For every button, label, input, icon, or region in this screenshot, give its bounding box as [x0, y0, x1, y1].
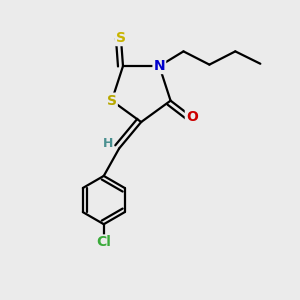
Text: S: S: [107, 94, 117, 108]
Text: H: H: [103, 137, 113, 150]
Text: O: O: [186, 110, 198, 124]
Text: N: N: [154, 59, 165, 73]
Text: S: S: [116, 31, 126, 45]
Text: Cl: Cl: [96, 236, 111, 250]
